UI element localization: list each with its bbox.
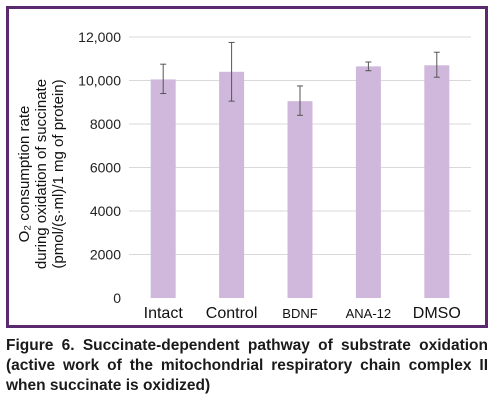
- figure-frame: 0 2000 4000 6000 8000 10,000 12,000 Intact Cont…: [6, 6, 488, 328]
- y-axis-label: O₂ consumption rate during oxidation of …: [16, 79, 67, 269]
- y-tick-label: 12,000: [78, 29, 121, 45]
- error-bar-ana-12: [365, 61, 372, 72]
- bar-control: [219, 71, 245, 298]
- y-tick-label: 0: [113, 290, 121, 306]
- category-label: Control: [206, 305, 258, 322]
- bar-bdnf: [287, 101, 313, 298]
- y-axis-label-line-1: O₂ consumption rate: [16, 106, 33, 243]
- y-tick-label: 6000: [90, 160, 121, 176]
- category-label: DMSO: [413, 305, 461, 322]
- category-labels: Intact Control BDNF ANA-12 DMSO: [144, 305, 461, 322]
- y-tick-label: 10,000: [78, 73, 121, 89]
- bars: [150, 65, 450, 299]
- bar-intact: [150, 79, 176, 298]
- bar-chart: 0 2000 4000 6000 8000 10,000 12,000 Intact Cont…: [16, 29, 471, 322]
- error-bar-control: [228, 41, 235, 102]
- y-tick-labels: 0 2000 4000 6000 8000 10,000 12,000: [78, 29, 121, 306]
- category-label: ANA-12: [346, 306, 392, 321]
- y-axis-label-line-2: during oxidation of succinate: [33, 79, 50, 269]
- y-axis-label-line-3: (pmol/(s·ml)/1 mg of protein): [50, 79, 67, 268]
- category-label: BDNF: [282, 306, 317, 321]
- error-bar-dmso: [433, 51, 440, 78]
- error-bar-intact: [160, 63, 167, 95]
- error-bars: [160, 41, 440, 116]
- category-label: Intact: [144, 305, 184, 322]
- y-tick-label: 2000: [90, 247, 121, 263]
- y-tick-label: 8000: [90, 116, 121, 132]
- bar-dmso: [424, 65, 450, 299]
- error-bar-bdnf: [297, 85, 303, 116]
- y-tick-label: 4000: [90, 203, 121, 219]
- bar-ana-12: [355, 66, 381, 298]
- figure-caption: Figure 6. Succinate-dependent pathway of…: [6, 337, 488, 394]
